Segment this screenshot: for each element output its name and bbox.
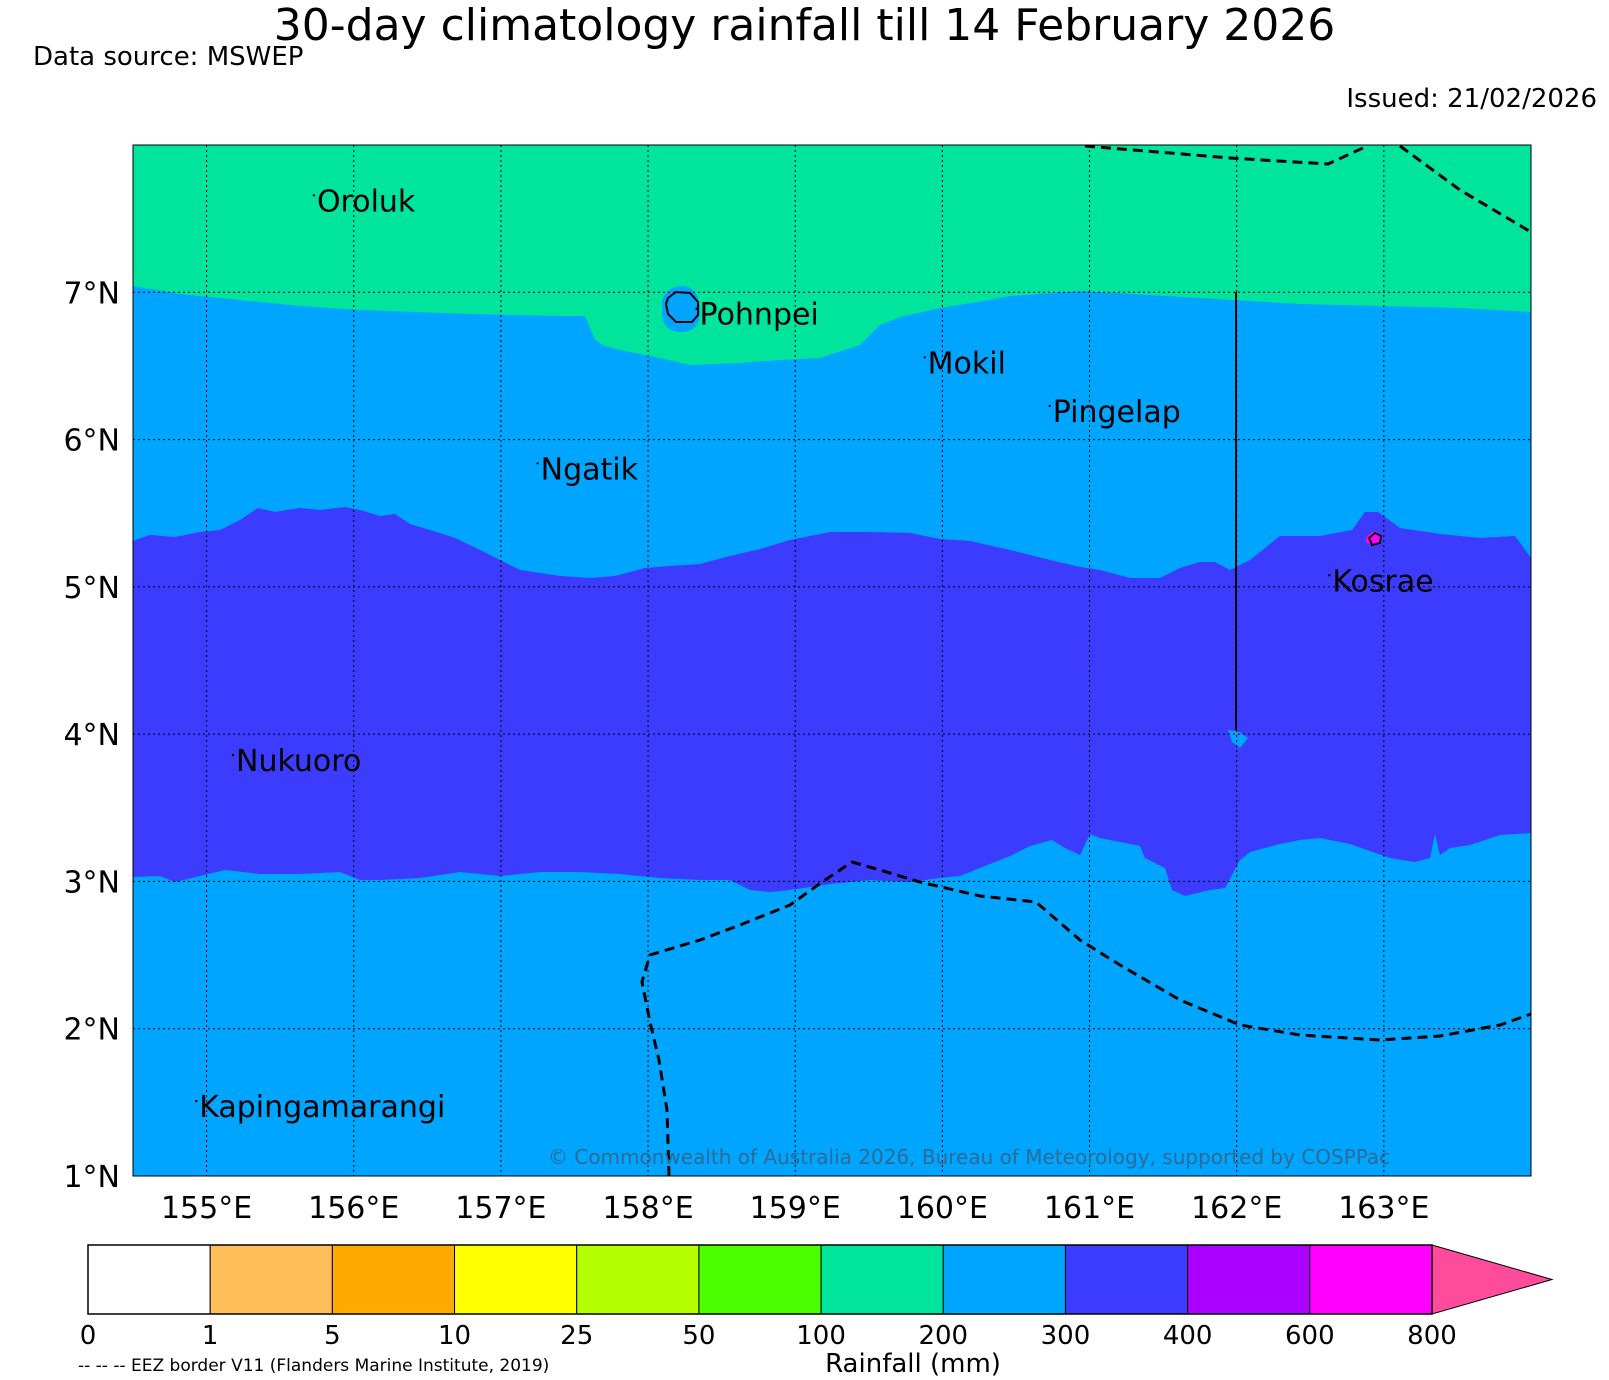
- issued-date: Issued: 21/02/2026: [1346, 84, 1597, 114]
- colorbar-tick-label: 400: [1163, 1321, 1213, 1351]
- x-axis-ticks: 155°E 156°E 157°E 158°E 159°E 160°E 161°E 162°E…: [161, 1191, 1429, 1226]
- place-label-pingelap: Pingelap: [1053, 395, 1181, 430]
- x-tick-label: 161°E: [1044, 1191, 1135, 1226]
- y-tick-label: 1°N: [63, 1160, 120, 1195]
- band-100-200: [133, 145, 1531, 365]
- place-label-nukuoro: Nukuoro: [236, 744, 361, 779]
- colorbar-tick-label: 800: [1407, 1321, 1457, 1351]
- y-axis-ticks: 1°N 2°N 3°N 4°N 5°N 6°N 7°N: [63, 276, 120, 1195]
- place-marker: [695, 307, 698, 310]
- x-tick-label: 158°E: [602, 1191, 693, 1226]
- colorbar-tick-label: 600: [1285, 1321, 1335, 1351]
- y-tick-label: 7°N: [63, 276, 120, 311]
- colorbar-segment: [209, 1244, 333, 1315]
- y-tick-label: 5°N: [63, 571, 120, 606]
- place-marker: [195, 1099, 198, 1103]
- x-tick-label: 159°E: [750, 1191, 841, 1226]
- colorbar-tick-label: 1: [202, 1321, 219, 1351]
- colorbar-frame: [87, 1244, 1433, 1315]
- colorbar-segment: [454, 1244, 578, 1315]
- islands: [664, 290, 1383, 547]
- x-tick-label: 157°E: [455, 1191, 546, 1226]
- band-300-400: [133, 507, 1531, 896]
- place-label-oroluk: Oroluk: [317, 184, 416, 219]
- eez-footnote: -- -- -- EEZ border V11 (Flanders Marine…: [78, 1356, 549, 1376]
- map-frame: [132, 144, 1532, 1177]
- x-tick-label: 160°E: [897, 1191, 988, 1226]
- kosrae-coastline: [1367, 531, 1383, 547]
- x-tick-label: 163°E: [1338, 1191, 1429, 1226]
- place-marker: [231, 753, 235, 757]
- x-tick-label: 162°E: [1191, 1191, 1282, 1226]
- pohnpei-wet-patch: [662, 285, 700, 332]
- place-marker: [312, 194, 316, 197]
- colorbar-tick-label: 5: [324, 1321, 341, 1351]
- colorbar-tick-label: 300: [1041, 1321, 1091, 1351]
- place-labels: Oroluk Pohnpei Mokil Pingelap Ngatik Kosrae Nu…: [195, 184, 1434, 1125]
- data-source: Data source: MSWEP: [33, 42, 304, 72]
- map-area: [133, 145, 1531, 1176]
- place-marker: [1048, 404, 1051, 408]
- eez-borders: [640, 144, 1532, 1177]
- eez-border-northeast: [1399, 144, 1532, 234]
- y-tick-label: 6°N: [63, 424, 120, 459]
- colorbar-segment: [1187, 1244, 1311, 1315]
- place-marker: [1328, 574, 1331, 577]
- colorbar-extend-arrow: [1431, 1244, 1554, 1315]
- page-title: 30-day climatology rainfall till 14 Febr…: [273, 0, 1336, 51]
- y-tick-label: 2°N: [63, 1013, 120, 1048]
- place-label-pohnpei: Pohnpei: [700, 298, 819, 333]
- place-marker: [536, 462, 539, 465]
- x-tick-label: 155°E: [161, 1191, 252, 1226]
- place-label-kosrae: Kosrae: [1332, 564, 1433, 599]
- pohnpei-coastline: [664, 290, 699, 323]
- place-label-kapingamarangi: Kapingamarangi: [199, 1090, 445, 1125]
- colorbar-segment: [576, 1244, 700, 1315]
- colorbar: 0 1 5 10 25 50 100 200 300 400 600 800: [80, 1244, 1554, 1351]
- eez-border-south: [640, 860, 1532, 1177]
- y-tick-label: 3°N: [63, 865, 120, 900]
- colorbar-tick-label: 0: [80, 1321, 97, 1351]
- colorbar-segment: [87, 1244, 211, 1315]
- place-label-mokil: Mokil: [928, 346, 1006, 381]
- colorbar-segment: [331, 1244, 456, 1315]
- colorbar-segment: [1064, 1244, 1189, 1315]
- colorbar-segment: [1309, 1244, 1433, 1315]
- copyright-notice: © Commonwealth of Australia 2026, Bureau…: [548, 1145, 1390, 1169]
- colorbar-label: Rainfall (mm): [825, 1349, 1001, 1379]
- colorbar-segment: [942, 1244, 1066, 1315]
- x-tick-label: 156°E: [308, 1191, 399, 1226]
- place-marker: [923, 356, 926, 359]
- colorbar-segment: [820, 1244, 944, 1315]
- colorbar-tick-label: 100: [796, 1321, 846, 1351]
- place-label-ngatik: Ngatik: [541, 452, 639, 487]
- colorbar-tick-label: 50: [682, 1321, 715, 1351]
- colorbar-tick-label: 10: [438, 1321, 471, 1351]
- colorbar-segment: [698, 1244, 822, 1315]
- eez-border-north: [1084, 144, 1366, 166]
- colorbar-tick-label: 25: [560, 1321, 593, 1351]
- y-tick-label: 4°N: [63, 718, 120, 753]
- colorbar-tick-label: 200: [918, 1321, 968, 1351]
